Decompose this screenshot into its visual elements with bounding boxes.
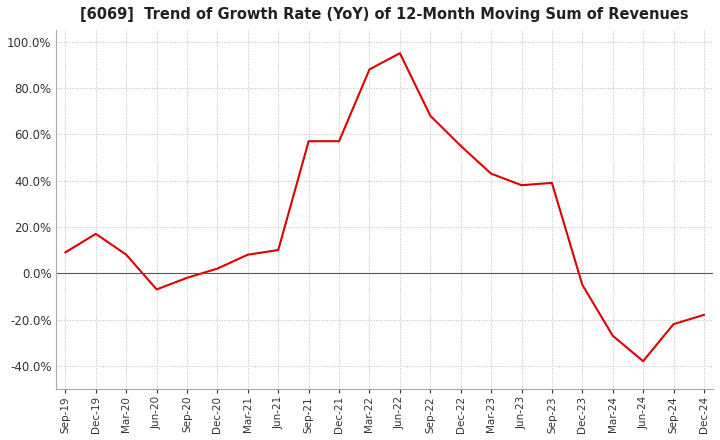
Title: [6069]  Trend of Growth Rate (YoY) of 12-Month Moving Sum of Revenues: [6069] Trend of Growth Rate (YoY) of 12-… <box>81 7 689 22</box>
